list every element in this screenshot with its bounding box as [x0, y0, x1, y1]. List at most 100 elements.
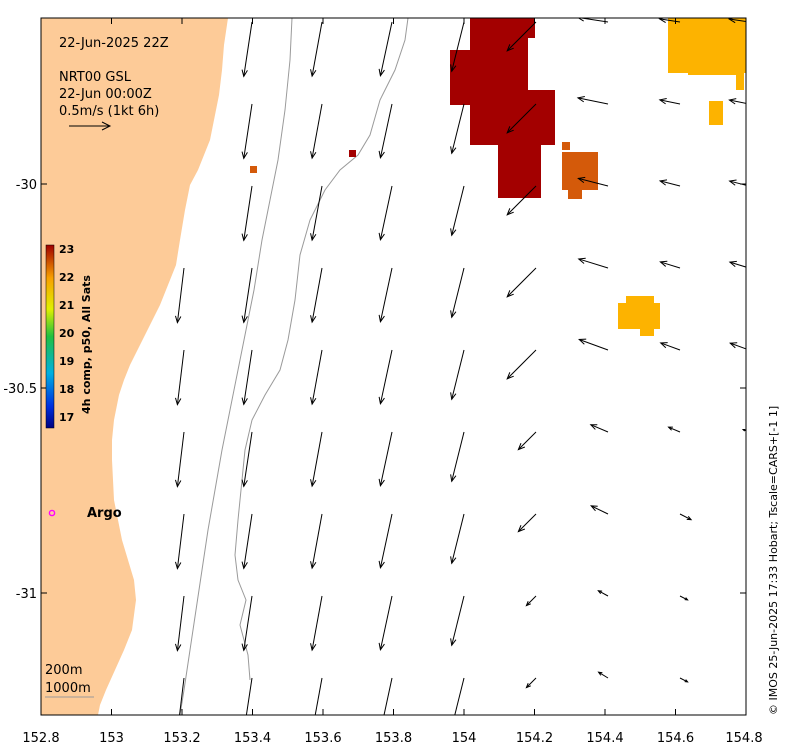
- current-arrow-icon: [383, 677, 393, 715]
- colorbar-tick: 22: [59, 271, 74, 284]
- y-axis-labels: -30 -30.5 -31: [3, 178, 37, 602]
- current-arrow-icon: [310, 185, 323, 242]
- isobath-legend-1000m: 1000m: [45, 681, 91, 696]
- colorbar-tick: 19: [59, 355, 74, 368]
- current-arrow-icon: [450, 185, 465, 237]
- current-arrow-icon: [506, 21, 537, 52]
- current-arrow-icon: [578, 338, 609, 351]
- current-arrow-icon: [506, 267, 537, 298]
- vector-time: 22-Jun 00:00Z: [59, 87, 152, 102]
- colorbar-tick: 18: [59, 383, 74, 396]
- current-arrow-icon: [241, 513, 253, 570]
- x-tick-label: 154.4: [586, 731, 623, 746]
- current-arrow-icon: [659, 260, 681, 269]
- current-arrow-icon: [450, 595, 465, 647]
- colorbar-tick: 21: [59, 299, 74, 312]
- current-arrow-icon: [450, 21, 465, 73]
- current-arrow-icon: [378, 513, 393, 570]
- colorbar-tick: 20: [59, 327, 75, 340]
- vector-scale: 0.5m/s (1kt 6h): [59, 104, 159, 119]
- current-arrow-icon: [310, 595, 323, 652]
- y-tick-label: -30: [16, 178, 37, 193]
- current-arrow-icon: [175, 349, 185, 406]
- y-tick-label: -30.5: [3, 382, 37, 397]
- x-tick-label: 152.8: [22, 731, 59, 746]
- data-source: NRT00 GSL: [59, 70, 132, 85]
- x-tick-label: 154.2: [516, 731, 553, 746]
- y-tick-label: -31: [16, 587, 37, 602]
- current-arrow-icon: [597, 590, 609, 597]
- current-arrow-icon: [679, 513, 693, 521]
- info-block: 22-Jun-2025 22Z NRT00 GSL 22-Jun 00:00Z …: [59, 36, 169, 131]
- current-vectors: [175, 18, 755, 715]
- current-arrow-icon: [241, 349, 253, 406]
- current-arrow-icon: [310, 513, 323, 570]
- x-tick-label: 154: [452, 731, 477, 746]
- current-arrow-icon: [310, 349, 323, 406]
- current-arrow-icon: [310, 431, 323, 488]
- current-arrow-icon: [749, 596, 755, 599]
- current-arrow-icon: [506, 185, 537, 216]
- current-arrow-icon: [454, 677, 465, 715]
- colorbar-label: 4h comp, p50, All Sats: [80, 275, 93, 414]
- current-arrow-icon: [378, 595, 393, 652]
- x-axis-labels: 152.8 153 153.2 153.4 153.6 153.8 154 15…: [22, 731, 762, 746]
- current-arrow-icon: [310, 103, 323, 160]
- current-arrow-icon: [577, 257, 609, 269]
- current-arrow-icon: [525, 677, 537, 689]
- current-arrow-icon: [175, 595, 185, 652]
- current-arrow-icon: [378, 431, 393, 488]
- current-arrow-icon: [378, 103, 393, 160]
- current-arrow-icon: [175, 267, 185, 324]
- isobath-1000m: [234, 18, 409, 681]
- current-arrow-icon: [378, 349, 393, 406]
- current-arrow-icon: [241, 21, 253, 78]
- scale-arrow-icon: [69, 121, 112, 131]
- sst-patch-warm: [250, 18, 598, 199]
- x-tick-label: 153: [99, 731, 124, 746]
- current-arrow-icon: [310, 21, 323, 78]
- map-datetime: 22-Jun-2025 22Z: [59, 36, 169, 51]
- land-coastline: [41, 18, 228, 715]
- current-arrow-icon: [577, 18, 609, 23]
- current-arrow-icon: [450, 267, 465, 319]
- argo-marker-icon: [48, 509, 56, 517]
- current-arrow-icon: [658, 98, 681, 105]
- x-tick-label: 153.8: [375, 731, 412, 746]
- current-arrow-icon: [241, 103, 253, 160]
- current-arrow-icon: [450, 103, 465, 155]
- current-arrow-icon: [241, 185, 253, 242]
- argo-float: Argo: [48, 506, 122, 521]
- current-arrow-icon: [175, 431, 185, 488]
- isobath-legend: 200m 1000m: [45, 663, 94, 698]
- current-arrow-icon: [589, 424, 609, 433]
- current-arrow-icon: [450, 431, 465, 483]
- current-arrow-icon: [506, 103, 537, 134]
- sst-patch-cool: [618, 18, 746, 336]
- current-arrow-icon: [590, 505, 609, 515]
- colorbar-tick: 23: [59, 243, 74, 256]
- current-arrow-icon: [241, 595, 253, 652]
- colorbar: 23 22 21 20 19 18 17 4h comp, p50, All S…: [45, 243, 93, 429]
- argo-label: Argo: [87, 506, 122, 521]
- current-arrow-icon: [378, 267, 393, 324]
- current-arrow-icon: [658, 179, 681, 187]
- axis-ticks: [40, 18, 747, 715]
- x-tick-label: 153.4: [234, 731, 271, 746]
- current-arrow-icon: [450, 513, 465, 565]
- colorbar-gradient: [45, 244, 55, 429]
- current-arrow-icon: [245, 677, 253, 715]
- current-arrow-icon: [659, 342, 681, 351]
- current-arrow-icon: [378, 185, 393, 242]
- colorbar-tick: 17: [59, 411, 74, 424]
- current-arrow-icon: [749, 514, 755, 517]
- x-tick-label: 154.8: [725, 731, 762, 746]
- current-arrow-icon: [679, 677, 689, 683]
- current-arrow-icon: [506, 349, 537, 380]
- current-arrow-icon: [517, 513, 537, 533]
- x-tick-label: 153.2: [163, 731, 200, 746]
- isobath-200m: [179, 18, 293, 715]
- x-tick-label: 153.6: [304, 731, 341, 746]
- current-arrow-icon: [576, 96, 609, 105]
